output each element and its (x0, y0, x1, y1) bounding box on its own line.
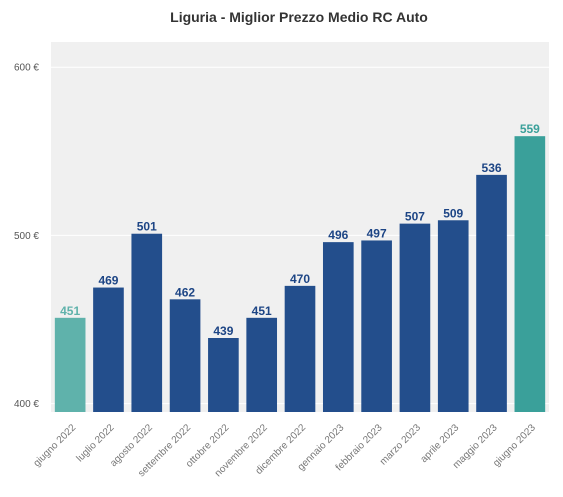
bar (131, 233, 163, 412)
y-axis: 400 € 500 € 600 € (14, 63, 39, 410)
y-tick-label: 400 € (14, 399, 39, 410)
bar (399, 223, 431, 412)
bar (93, 287, 124, 412)
data-label: 462 (175, 285, 195, 299)
bar (169, 299, 201, 412)
chart-title: Liguria - Miglior Prezzo Medio RC Auto (170, 9, 428, 25)
data-label: 469 (98, 274, 118, 288)
data-label: 496 (328, 228, 348, 242)
data-label: 497 (367, 226, 387, 240)
bar (284, 285, 316, 412)
data-label: 507 (405, 210, 425, 224)
data-label: 559 (520, 122, 540, 136)
data-label: 536 (482, 161, 502, 175)
bar (322, 242, 354, 412)
data-label: 470 (290, 272, 310, 286)
bar (476, 174, 507, 412)
y-tick-label: 600 € (14, 63, 39, 74)
x-tick-label: giugno 2022 (32, 422, 79, 469)
x-tick-label: marzo 2023 (378, 422, 423, 467)
bars (54, 136, 546, 412)
data-label: 509 (443, 206, 463, 220)
data-label: 439 (213, 324, 233, 338)
bar (361, 240, 392, 412)
bar (208, 338, 239, 412)
bar (246, 317, 278, 412)
data-label: 451 (252, 304, 272, 318)
data-label: 501 (137, 220, 157, 234)
y-tick-label: 500 € (14, 231, 39, 242)
bar (514, 136, 546, 412)
bar (54, 317, 86, 412)
data-label: 451 (60, 304, 80, 318)
value-labels: 451 469 501 462 439 451 470 496 497 507 509 536 559 (60, 122, 540, 338)
bar (437, 220, 469, 412)
